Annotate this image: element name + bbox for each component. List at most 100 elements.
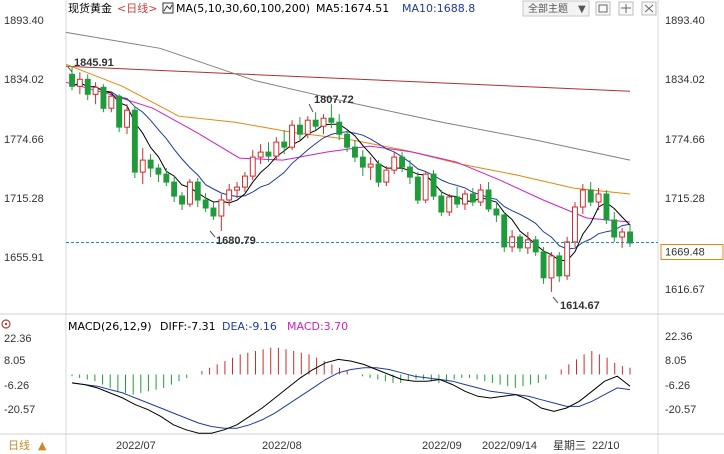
- annotation-pointer: [209, 230, 216, 238]
- candle-down: [414, 176, 421, 201]
- annotation-pointer: [552, 296, 559, 304]
- macd-axis: 22.36 8.05 -6.26 -20.57 22.36 8.05 -6.26…: [4, 331, 696, 416]
- candle-up: [595, 193, 602, 203]
- candle-up: [391, 156, 398, 171]
- candle-up: [226, 189, 233, 201]
- chevron-down-icon: ▼: [578, 4, 586, 15]
- candle-down: [627, 231, 633, 244]
- candle-up: [92, 86, 99, 95]
- ma-label: MA(5,10,30,60,100,200): [176, 2, 310, 15]
- price-annotations: 1845.91 1807.72 1680.79 1614.67: [67, 57, 600, 312]
- candle-down: [556, 255, 563, 277]
- y-tick-label: 1715.28: [4, 193, 44, 205]
- candle-down: [210, 207, 217, 217]
- candle-down: [438, 195, 445, 213]
- candle-down: [344, 133, 351, 148]
- candle-up: [257, 151, 264, 158]
- x-tick-label: 2022/09: [422, 440, 462, 452]
- candle-down: [194, 181, 201, 201]
- candle-up: [446, 196, 453, 213]
- candle-down: [147, 159, 154, 169]
- candle-down: [352, 146, 358, 158]
- x-tick-label: 2022/07: [116, 440, 156, 452]
- candle-down: [359, 156, 366, 168]
- candle-up: [218, 199, 225, 217]
- candle-down: [501, 214, 508, 248]
- macd-diff-value: DIFF:-7.31: [160, 320, 216, 333]
- candle-down: [163, 173, 170, 183]
- candle-down: [131, 109, 138, 173]
- candle-up: [579, 189, 586, 208]
- axis-min-label: 1616.67: [665, 284, 705, 296]
- candle-up: [509, 236, 516, 248]
- crosshair-date: 2022/09/14: [482, 440, 537, 452]
- candle-up: [383, 169, 390, 183]
- candle-down: [312, 119, 319, 127]
- ma5-value: MA5:1674.51: [316, 2, 389, 15]
- macd-lines: [71, 358, 631, 434]
- period-tag: <日线>: [117, 1, 157, 15]
- high-annotation: 1845.91: [74, 57, 114, 69]
- collapse-icon[interactable]: [618, 1, 634, 16]
- diff-line: [71, 358, 631, 434]
- candle-up: [367, 163, 374, 168]
- candle-up: [524, 239, 531, 249]
- macd-title: MACD(26,12,9): [68, 320, 152, 333]
- y-tick-label: 1655.91: [4, 252, 44, 264]
- window-icon[interactable]: [595, 1, 611, 16]
- candle-up: [249, 156, 256, 177]
- footer-bar: 日线 ▲ 2022/07 2022/08 2022/09 2022/09/14 …: [8, 438, 620, 452]
- candle-up: [242, 175, 248, 188]
- macd-settings-icon[interactable]: [1, 319, 11, 329]
- candle-down: [407, 166, 413, 178]
- macd-tick-label: 22.36: [665, 331, 693, 343]
- instrument-name: 现货黄金: [68, 1, 112, 15]
- candle-up: [108, 95, 115, 109]
- y-tick-label: 1715.28: [665, 193, 705, 205]
- candle-up: [76, 78, 83, 87]
- y-tick-label: 1893.40: [665, 15, 705, 27]
- macd-header: MACD(26,12,9) DIFF:-7.31 DEA:-9.16 MACD:…: [1, 319, 348, 333]
- macd-tick-label: 8.05: [4, 355, 25, 367]
- candle-down: [454, 196, 461, 205]
- chart-layout-icon[interactable]: [162, 2, 174, 14]
- y-tick-label: 1774.66: [665, 134, 705, 146]
- candle-up: [304, 119, 311, 135]
- x-tick-label: 22/10: [592, 440, 620, 452]
- candle-up: [462, 193, 468, 205]
- y-tick-label: 1834.02: [665, 74, 705, 86]
- ma10-value: MA10:1688.8: [402, 2, 475, 15]
- annotation-pointer: [67, 66, 73, 73]
- candle-down: [265, 151, 272, 157]
- last-price-box: [660, 244, 724, 260]
- candle-up: [422, 173, 429, 201]
- low-annotation: 1680.79: [216, 235, 256, 247]
- candle-up: [619, 231, 626, 238]
- candle-up: [548, 255, 555, 279]
- candle-down: [430, 173, 437, 197]
- candle-up: [234, 186, 241, 191]
- y-tick-label: 1893.40: [4, 15, 44, 27]
- macd-dea-value: DEA:-9.16: [222, 320, 277, 333]
- theme-button-label: 全部主题: [528, 2, 568, 15]
- macd-tick-label: 22.36: [4, 333, 32, 345]
- candle-up: [564, 241, 571, 277]
- candle-up: [273, 141, 280, 157]
- candle-up: [139, 159, 146, 173]
- close-icon[interactable]: [641, 1, 657, 16]
- candle-down: [611, 219, 618, 238]
- candle-up: [477, 189, 484, 203]
- candle-down: [540, 251, 547, 279]
- macd-tick-label: -6.26: [4, 380, 29, 392]
- ma100-line: [65, 31, 631, 161]
- macd-tick-label: -6.26: [665, 380, 690, 392]
- candle-up: [187, 181, 193, 205]
- candle-down: [399, 156, 406, 168]
- period-button[interactable]: 日线: [8, 438, 30, 452]
- theme-button[interactable]: [522, 0, 590, 17]
- candle-down: [179, 195, 186, 205]
- candle-down: [587, 189, 594, 203]
- chevron-up-icon[interactable]: ▲: [38, 439, 47, 452]
- macd-value: MACD:3.70: [287, 320, 348, 333]
